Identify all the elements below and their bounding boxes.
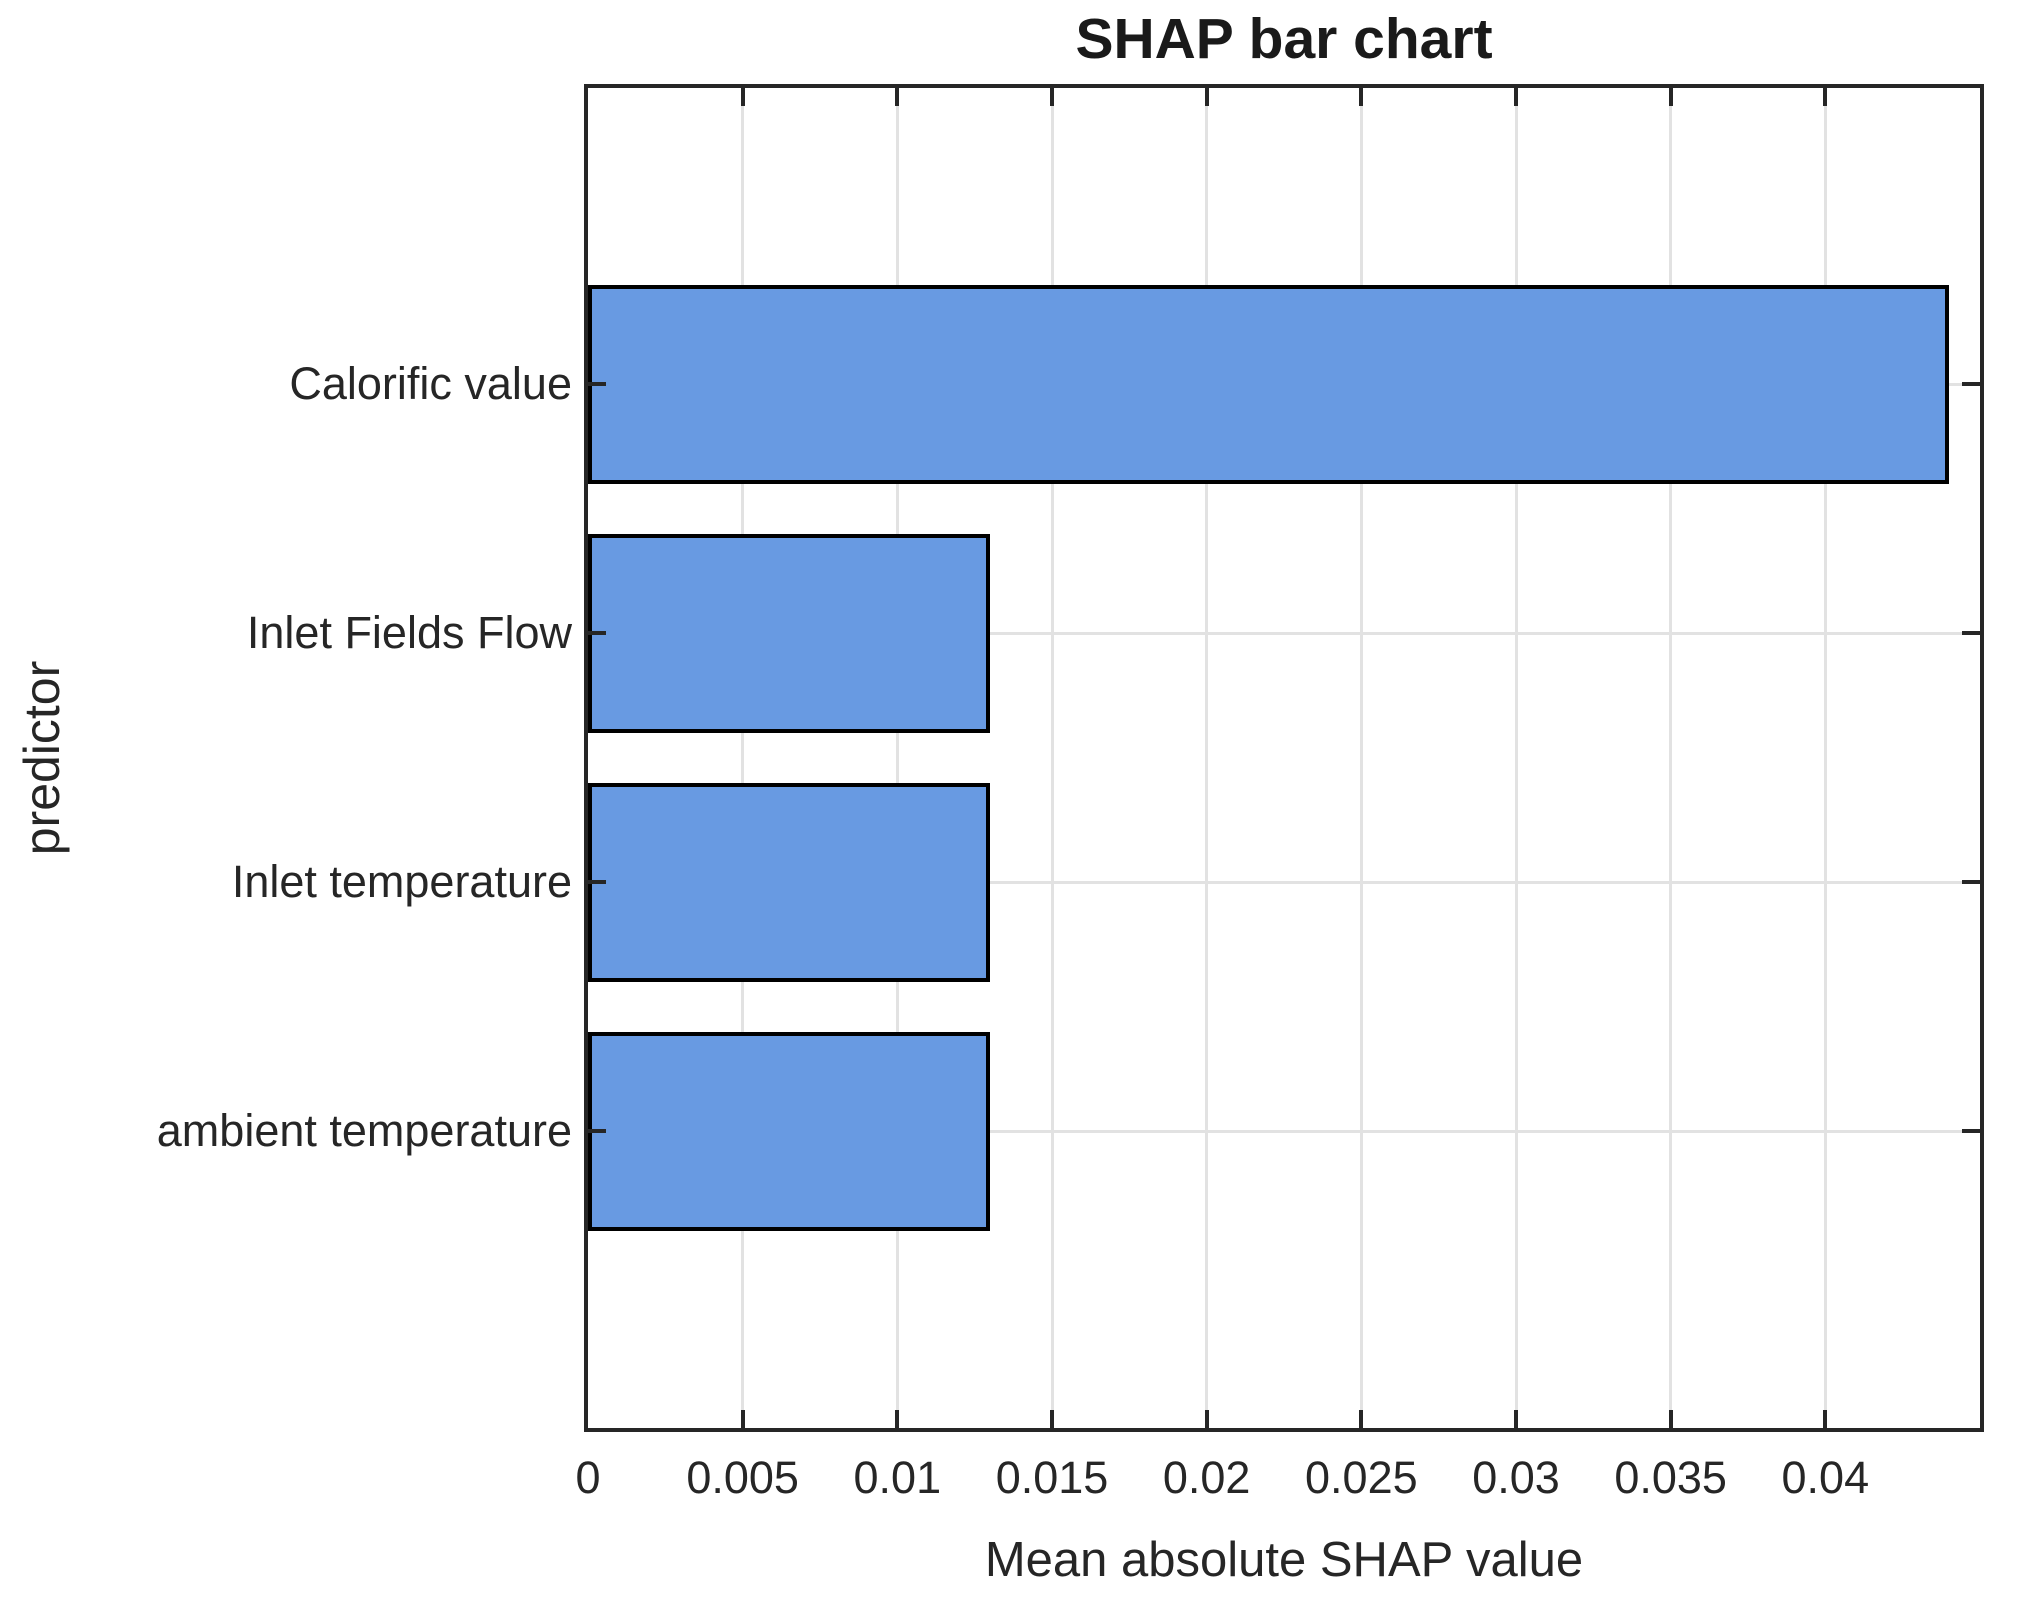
x-gridline [1514, 92, 1518, 1424]
x-tick-top [895, 88, 900, 106]
x-gridline [1823, 92, 1827, 1424]
x-tick-top [1823, 88, 1828, 106]
y-tick-left [588, 631, 606, 635]
x-gridline [1205, 92, 1209, 1424]
y-tick-label-inlet-temperature: Inlet temperature [231, 856, 572, 907]
x-gridline [1359, 92, 1363, 1424]
x-tick-label: 0.005 [686, 1452, 799, 1503]
x-tick-top [1204, 88, 1209, 106]
x-tick-top [1668, 88, 1673, 106]
bar-calorific-value [588, 284, 1949, 484]
y-gridline [592, 631, 1976, 635]
x-tick-label: 0.035 [1614, 1452, 1727, 1503]
x-gridline [1669, 92, 1673, 1424]
x-tick-label: 0 [575, 1452, 601, 1503]
y-gridline [592, 880, 1976, 884]
x-tick-bottom [1359, 1410, 1364, 1428]
y-tick-label-ambient-temperature: ambient temperature [156, 1105, 572, 1156]
y-tick-right [1962, 382, 1980, 386]
bar-inlet-temperature [588, 782, 990, 982]
x-tick-label: 0.01 [853, 1452, 942, 1503]
x-tick-label: 0.04 [1781, 1452, 1870, 1503]
x-tick-top [1050, 88, 1054, 106]
y-tick-left [588, 1129, 606, 1133]
x-gridline [895, 92, 899, 1424]
y-tick-right [1962, 880, 1980, 884]
y-gridline [592, 1129, 1976, 1133]
y-tick-label-inlet-fields-flow: Inlet Fields Flow [246, 607, 572, 658]
x-tick-bottom [1668, 1410, 1673, 1428]
x-tick-top [1514, 88, 1518, 106]
x-tick-bottom [740, 1410, 745, 1428]
y-tick-label-calorific-value: Calorific value [289, 358, 572, 409]
x-tick-bottom [895, 1410, 900, 1428]
x-tick-bottom [1050, 1410, 1054, 1428]
x-tick-label: 0.025 [1305, 1452, 1418, 1503]
bar-ambient-temperature [588, 1031, 990, 1231]
y-axis-label: predictor [14, 660, 70, 856]
chart-title: SHAP bar chart [1075, 7, 1493, 71]
x-tick-bottom [1823, 1410, 1828, 1428]
y-tick-left [588, 382, 606, 386]
x-tick-top [1359, 88, 1364, 106]
x-tick-label: 0.03 [1472, 1452, 1560, 1503]
bar-inlet-fields-flow [588, 533, 990, 733]
y-tick-left [588, 880, 606, 884]
x-gridline [1050, 92, 1054, 1424]
x-axis-label: Mean absolute SHAP value [984, 1533, 1584, 1587]
x-tick-bottom [1204, 1410, 1209, 1428]
x-tick-label: 0.02 [1162, 1452, 1251, 1503]
x-gridline [741, 92, 745, 1424]
x-tick-label: 0.015 [995, 1452, 1109, 1503]
x-tick-top [740, 88, 745, 106]
y-tick-right [1962, 1129, 1980, 1133]
y-tick-right [1962, 631, 1980, 635]
x-tick-bottom [1514, 1410, 1518, 1428]
